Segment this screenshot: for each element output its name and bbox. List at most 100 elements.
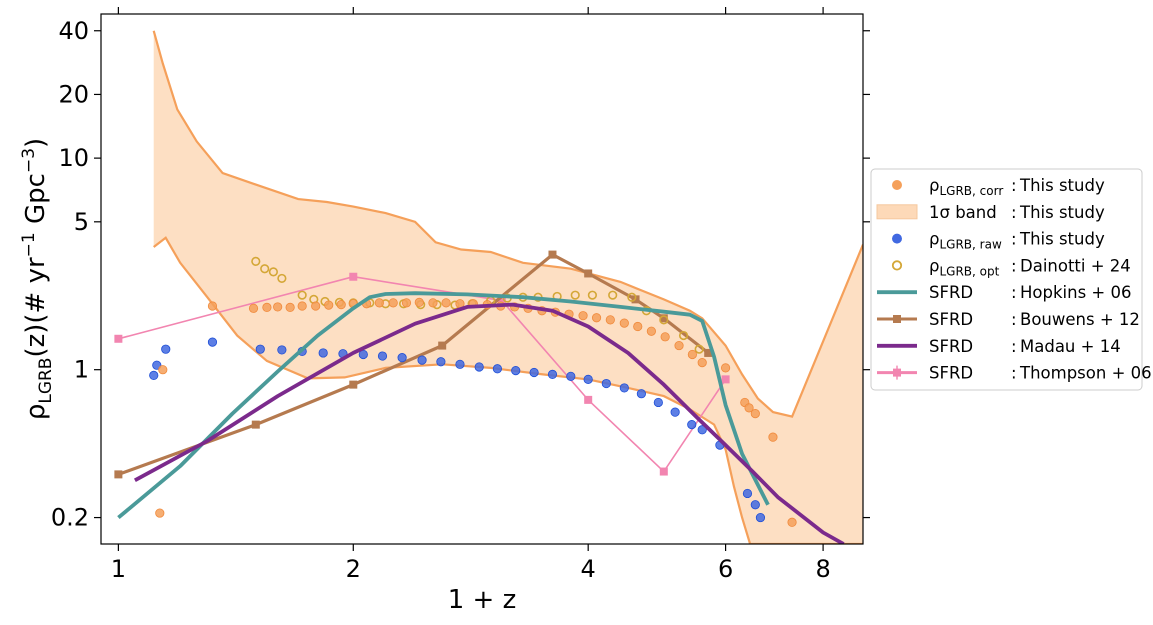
y-tick-label: 10	[58, 144, 89, 172]
legend-label: ρLGRB, opt	[929, 256, 1000, 278]
x-tick-label: 2	[346, 555, 361, 583]
legend-handle	[892, 180, 902, 190]
opt-point	[297, 290, 307, 300]
raw-point	[318, 348, 328, 358]
corr-point	[374, 298, 384, 308]
raw-series	[149, 337, 766, 523]
raw-point	[492, 364, 503, 374]
legend-reference: Thompson + 06	[1019, 364, 1152, 383]
bouwens-marker	[251, 420, 260, 429]
raw-point	[653, 397, 663, 408]
corr-point	[697, 358, 707, 368]
raw-point	[358, 349, 368, 360]
legend-handle	[892, 233, 902, 244]
y-tick-label: 1	[74, 356, 89, 384]
raw-point	[149, 370, 159, 380]
bouwens-marker	[438, 341, 447, 350]
sigma-band-upper	[152, 30, 863, 418]
legend-entry-raw: ρLGRB, raw: This study	[892, 230, 1105, 252]
thompson-marker	[114, 334, 123, 343]
legend-reference: Bouwens + 12	[1020, 310, 1140, 329]
corr-point	[248, 303, 259, 313]
thompson-marker	[721, 375, 730, 384]
legend-entry-opt: ρLGRB, opt: Dainotti + 24	[891, 256, 1131, 278]
y-label-rest: (z)(# yr	[21, 257, 51, 358]
corr-point	[388, 298, 398, 308]
opt-point	[570, 290, 580, 300]
legend-entry-corr: ρLGRB, corr: This study	[892, 176, 1105, 198]
legend-colon: :	[1011, 176, 1017, 195]
corr-point	[768, 432, 778, 442]
raw-point	[277, 345, 287, 355]
legend-label: ρLGRB, corr	[929, 176, 1003, 198]
x-tick-label: 6	[718, 555, 733, 583]
legend-reference: This study	[1019, 230, 1105, 249]
raw-point	[687, 420, 697, 430]
corr-point	[720, 363, 731, 373]
thompson-marker	[497, 296, 506, 305]
y-label-exp1: −1	[19, 232, 39, 257]
legend-handle	[891, 260, 903, 271]
raw-point	[161, 344, 171, 354]
corr-point	[441, 298, 451, 308]
legend-colon: :	[1011, 230, 1017, 249]
legend-marker	[893, 315, 901, 323]
legend-entry-madau: SFRD: Madau + 14	[877, 337, 1121, 356]
legend-handle	[876, 204, 918, 220]
corr-point	[750, 409, 760, 419]
corr-point	[324, 300, 334, 310]
corr-point	[273, 302, 283, 312]
legend-entry-thompson: SFRD: Thompson + 06	[877, 364, 1152, 383]
raw-point	[455, 359, 465, 369]
madau-series	[133, 302, 845, 544]
legend-reference: Dainotti + 24	[1020, 256, 1131, 275]
opt-point	[694, 344, 704, 354]
corr-point	[591, 313, 602, 323]
legend-label: 1σ band	[929, 203, 997, 222]
y-label-gpc: Gpc	[21, 173, 51, 232]
y-label-close: )	[21, 138, 51, 148]
raw-point	[742, 488, 753, 499]
raw-point	[436, 357, 446, 367]
legend-label: SFRD	[929, 337, 973, 356]
x-axis-label: 1 + z	[448, 585, 517, 615]
legend-label: SFRD	[929, 364, 973, 383]
raw-point	[417, 355, 427, 365]
raw-point	[511, 366, 521, 376]
y-tick-label: 40	[58, 17, 89, 45]
legend-label: ρLGRB, raw	[929, 230, 1002, 252]
raw-point	[207, 337, 218, 347]
tick-layer: 1 2 4 6 8 0.2 1 5 10 20 40	[51, 7, 870, 583]
legend-entry-bouwens: SFRD: Bouwens + 12	[877, 310, 1140, 329]
bouwens-marker	[114, 470, 123, 479]
raw-point	[619, 383, 629, 393]
bouwens-marker	[548, 250, 557, 259]
y-label-exp2: −3	[19, 148, 39, 173]
corr-point	[262, 302, 272, 312]
raw-point	[377, 351, 388, 361]
raw-point	[566, 371, 576, 381]
raw-point	[697, 425, 707, 435]
corr-point	[401, 298, 412, 308]
raw-point	[547, 369, 558, 380]
corr-point	[619, 318, 629, 328]
hopkins-series	[117, 291, 770, 520]
raw-point	[529, 367, 539, 378]
x-tick-label: 8	[815, 555, 830, 583]
y-axis-label: ρLGRB(z)(# yr−1 Gpc−3)	[19, 138, 56, 420]
corr-point	[605, 315, 615, 325]
opt-point	[277, 273, 287, 284]
legend-colon: :	[1011, 337, 1017, 356]
madau-line	[133, 302, 845, 544]
corr-point	[311, 301, 321, 311]
legend-colon: :	[1011, 364, 1017, 383]
corr-point	[578, 311, 588, 321]
bouwens-marker	[704, 348, 713, 357]
raw-point	[255, 344, 265, 354]
y-label-rho: ρ	[21, 404, 51, 421]
legend-reference: Madau + 14	[1020, 337, 1121, 356]
legend-entry-band: 1σ band: This study	[876, 203, 1105, 222]
bouwens-marker	[659, 314, 668, 323]
